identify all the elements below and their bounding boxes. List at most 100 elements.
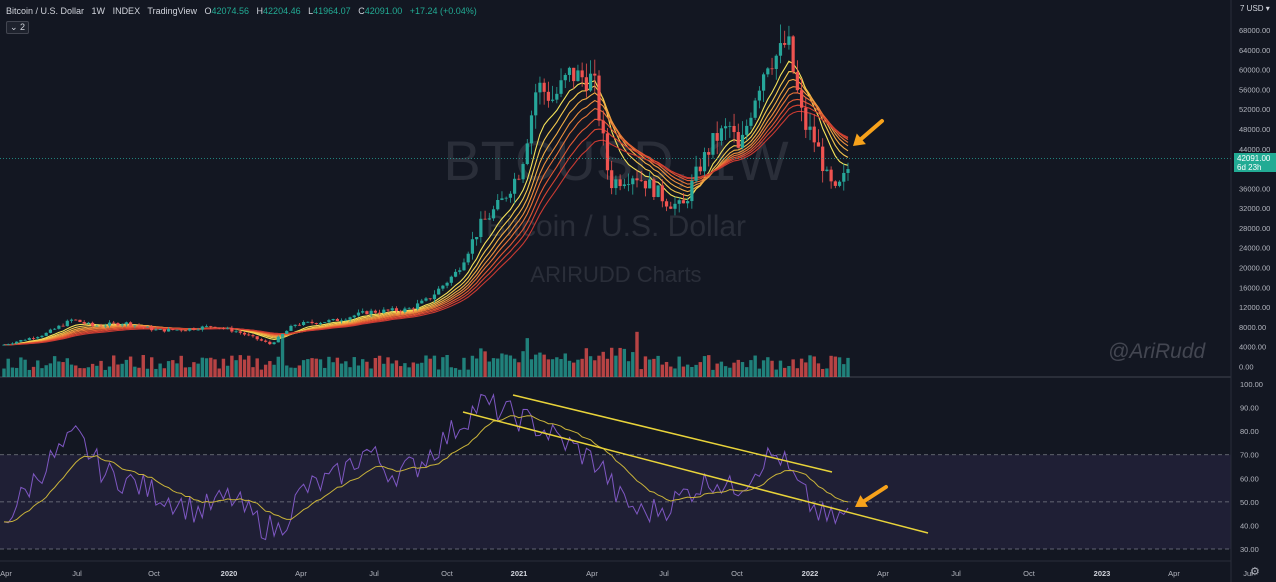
candle-body [778,43,783,56]
candle-body [10,343,15,345]
candle-body [660,185,664,202]
volume-bar [137,367,141,377]
volume-bar [656,355,660,377]
candle-body [420,300,424,304]
candle-body [306,321,310,323]
volume-bar [86,367,91,377]
candle-body [513,178,517,194]
volume-bar [209,357,213,377]
volume-bar [268,361,272,377]
close-value: 42091.00 [364,6,403,16]
candle-body [762,74,766,91]
rsi-line [3,393,849,541]
volume-bar [626,361,631,377]
indicators-toggle-button[interactable]: ⌄ 2 [6,21,30,34]
candle-body [770,68,774,70]
candle-body [116,323,120,326]
volume-bar [580,358,584,377]
rsi-trendline-lower [462,411,929,534]
candle-body [829,169,833,182]
volume-bar [652,358,656,377]
candle-body [78,319,82,323]
volume-bar [441,357,445,377]
volume-bar [196,363,200,377]
volume-bar [289,367,293,377]
volume-bar [217,368,221,377]
candle-body [179,329,183,331]
candle-body [749,117,753,126]
volume-bar [158,363,162,377]
open-label: O [204,6,212,16]
volume-bar [230,355,234,377]
interval[interactable]: 1W [91,6,106,16]
candle-body [415,303,420,309]
volume-bar [622,348,627,377]
volume-bar [145,368,150,377]
volume-bar [141,355,145,377]
candle-body [213,326,217,328]
volume-bar [698,362,702,377]
volume-bar [306,359,310,377]
time-axis-label: Oct [731,569,744,578]
candle-body [563,74,567,81]
volume-bar [361,359,365,377]
volume-bar [234,360,238,377]
volume-bar [301,360,306,377]
volume-bar [65,358,69,377]
time-axis-label: Oct [148,569,161,578]
currency-selector[interactable]: 7 USD ▾ [1240,4,1270,13]
candle-body [57,325,61,329]
volume-bar [681,366,686,377]
candle-body [247,334,251,336]
volume-bar [331,362,335,377]
volume-bar [356,365,361,377]
volume-bar [69,364,74,377]
candle-body [171,328,175,330]
volume-bar [90,363,95,377]
rsi-axis-label: 60.00 [1240,474,1259,483]
annotation-arrow-rsi [858,485,888,506]
candle-body [340,320,344,322]
last-price-tag: 42091.00 6d 23h [1234,153,1276,172]
candle-body [352,315,356,318]
candle-body [166,328,171,332]
time-axis-label: Apr [1168,569,1180,578]
volume-bar [192,362,196,377]
price-axis-label: 48000.00 [1239,125,1270,134]
volume-bar [572,362,576,377]
candle-body [53,328,57,330]
volume-bar [251,367,255,377]
candle-body [707,152,711,155]
candle-body [226,327,230,329]
price-axis-label: 0.00 [1239,363,1254,372]
volume-bar [95,365,99,377]
candle-body [669,206,673,209]
volume-bar [124,359,129,377]
candle-body [673,203,677,209]
time-axis-label: 2022 [802,569,819,578]
symbol-name[interactable]: Bitcoin / U.S. Dollar [6,6,85,16]
candle-body [40,335,44,338]
candle-body [504,197,508,199]
candle-body [2,344,6,346]
volume-bar [749,360,753,377]
volume-bar [424,355,428,377]
volume-bar [694,364,698,377]
candle-body [728,125,732,127]
candle-body [318,322,323,324]
volume-bar [318,359,323,377]
volume-bar [474,358,479,377]
rsi-axis-label: 50.00 [1240,498,1259,507]
volume-bar [112,355,116,377]
candle-body [842,172,846,182]
rsi-axis-label: 40.00 [1240,521,1259,530]
candle-body [534,92,538,116]
gear-icon[interactable]: ⚙ [1250,566,1260,578]
candle-body [150,326,154,331]
volume-bar [664,361,669,377]
high-label: H [256,6,264,16]
volume-bar [171,360,175,377]
volume-bar [479,348,483,377]
